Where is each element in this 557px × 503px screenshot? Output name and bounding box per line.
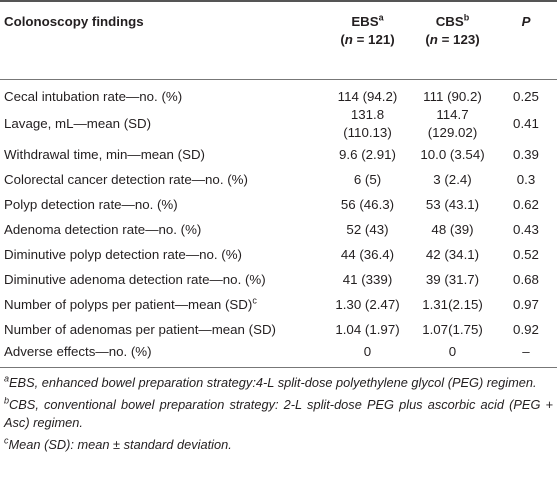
row-label: Diminutive polyp detection rate—no. (%) bbox=[4, 246, 242, 262]
row-label: Cecal intubation rate—no. (%) bbox=[4, 89, 183, 104]
row-label: Number of adenomas per patient—mean (SD) bbox=[4, 321, 276, 337]
row-label-cell: Cecal intubation rate—no. (%) bbox=[0, 80, 325, 107]
footnote: bCBS, conventional bowel preparation str… bbox=[4, 396, 553, 432]
table-row: Diminutive polyp detection rate—no. (%) 4… bbox=[0, 242, 557, 267]
header-cell: Colonoscopy findings bbox=[0, 1, 325, 80]
table-row: Number of polyps per patient—mean (SD)c 1… bbox=[0, 292, 557, 317]
table-row: Number of adenomas per patient—mean (SD)… bbox=[0, 317, 557, 342]
value-cell: 114.7 (129.02) bbox=[427, 107, 478, 140]
value-cell: 0.62 bbox=[513, 196, 539, 212]
table-row: Colorectal cancer detection rate—no. (%)… bbox=[0, 167, 557, 192]
value-cell: 48 (39) bbox=[431, 221, 474, 237]
value-cell: 0.92 bbox=[513, 321, 539, 337]
group-name: CBS bbox=[435, 14, 464, 29]
row-label-cell: Colorectal cancer detection rate—no. (%) bbox=[0, 167, 325, 192]
findings-table: Colonoscopy findings EBSa (n = 121) CBSb (n … bbox=[0, 0, 557, 367]
value-cell: 0.25 bbox=[513, 89, 539, 104]
value-cell: 0.97 bbox=[513, 296, 539, 312]
row-label: Withdrawal time, min—mean (SD) bbox=[4, 146, 205, 162]
value-cell: 0.43 bbox=[513, 221, 539, 237]
p-label: P bbox=[521, 14, 531, 29]
group-sup: a bbox=[378, 12, 384, 23]
value-cell: 131.8 (110.13) bbox=[343, 107, 392, 140]
row-label-cell: Lavage, mL—mean (SD) bbox=[0, 106, 325, 142]
footnote-mark: c bbox=[4, 435, 9, 446]
table-row: Adverse effects—no. (%) 0 0 – bbox=[0, 342, 557, 367]
group-n: ( bbox=[340, 32, 345, 47]
value-cell: 1.31(2.15) bbox=[422, 296, 483, 312]
footnote: cMean (SD): mean ± standard deviation. bbox=[4, 436, 553, 454]
group-n: ( bbox=[425, 32, 430, 47]
footnote-mark: a bbox=[4, 373, 10, 384]
row-label: Lavage, mL—mean (SD) bbox=[4, 116, 152, 131]
footnote-mark: b bbox=[4, 395, 10, 406]
row-label: Polyp detection rate—no. (%) bbox=[4, 196, 178, 212]
value-cell: 0.39 bbox=[513, 146, 539, 162]
group-n: = 121) bbox=[352, 32, 395, 47]
value-cell: 41 (339) bbox=[342, 271, 393, 287]
row-label-cell: Adverse effects—no. (%) bbox=[0, 342, 325, 367]
footnote-text: CBS, conventional bowel preparation stra… bbox=[4, 396, 553, 430]
header-cell: CBSb (n = 123) bbox=[410, 1, 495, 80]
value-cell: 0.3 bbox=[516, 171, 536, 187]
table-row: Adenoma detection rate—no. (%) 52 (43) 48 … bbox=[0, 217, 557, 242]
row-label: Adverse effects—no. (%) bbox=[4, 344, 152, 360]
footnote: aEBS, enhanced bowel preparation strateg… bbox=[4, 374, 553, 392]
row-label-cell: Number of polyps per patient—mean (SD)c bbox=[0, 292, 325, 317]
value-cell: 3 (2.4) bbox=[433, 171, 472, 187]
value-cell: 0.68 bbox=[513, 271, 539, 287]
row-label-cell: Withdrawal time, min—mean (SD) bbox=[0, 142, 325, 167]
header-cell: P bbox=[495, 1, 557, 80]
row-label-cell: Diminutive adenoma detection rate—no. (%… bbox=[0, 267, 325, 292]
value-cell: 0.52 bbox=[513, 246, 539, 262]
group-n: n bbox=[429, 32, 438, 47]
value-cell: 0 bbox=[363, 344, 372, 360]
row-label-cell: Number of adenomas per patient—mean (SD) bbox=[0, 317, 325, 342]
value-cell: 0.41 bbox=[513, 116, 539, 131]
value-cell: 1.04 (1.97) bbox=[335, 321, 400, 337]
footnote-text: Mean (SD): mean ± standard deviation. bbox=[8, 436, 232, 452]
value-cell: 9.6 (2.91) bbox=[339, 146, 396, 162]
row-label: Adenoma detection rate—no. (%) bbox=[4, 221, 202, 237]
group-sup: b bbox=[463, 12, 470, 23]
value-cell: – bbox=[522, 344, 530, 360]
footnote-text: EBS, enhanced bowel preparation strategy… bbox=[9, 374, 537, 390]
row-label: Number of polyps per patient—mean (SD) bbox=[4, 296, 253, 312]
value-cell: 39 (31.7) bbox=[425, 271, 480, 287]
group-name: EBS bbox=[351, 14, 379, 29]
value-cell: 56 (46.3) bbox=[340, 196, 395, 212]
group-n: n bbox=[344, 32, 353, 47]
value-cell: 1.07(1.75) bbox=[422, 321, 483, 337]
row-label-cell: Adenoma detection rate—no. (%) bbox=[0, 217, 325, 242]
value-cell: 53 (43.1) bbox=[425, 196, 480, 212]
value-cell: 6 (5) bbox=[353, 171, 382, 187]
table-row: Lavage, mL—mean (SD) 131.8 (110.13) 114.7 … bbox=[0, 106, 557, 142]
value-cell: 10.0 (3.54) bbox=[420, 146, 485, 162]
header-row: Colonoscopy findings EBSa (n = 121) CBSb (n … bbox=[0, 1, 557, 80]
group-n: = 123) bbox=[437, 32, 480, 47]
header-label: Colonoscopy findings bbox=[4, 14, 144, 29]
header-cell: EBSa (n = 121) bbox=[325, 1, 410, 80]
value-cell: 111 (90.2) bbox=[423, 89, 482, 104]
row-label: Colorectal cancer detection rate—no. (%) bbox=[4, 171, 248, 187]
value-cell: 1.30 (2.47) bbox=[335, 296, 400, 312]
value-cell: 42 (34.1) bbox=[425, 246, 480, 262]
row-label-cell: Diminutive polyp detection rate—no. (%) bbox=[0, 242, 325, 267]
table-row: Cecal intubation rate—no. (%) 114 (94.2) 1… bbox=[0, 80, 557, 107]
footnotes: aEBS, enhanced bowel preparation strateg… bbox=[0, 368, 557, 454]
value-cell: 114 (94.2) bbox=[337, 89, 398, 104]
row-sup: c bbox=[252, 295, 257, 306]
value-cell: 44 (36.4) bbox=[340, 246, 395, 262]
table-body: Cecal intubation rate—no. (%) 114 (94.2) 1… bbox=[0, 80, 557, 367]
table-row: Polyp detection rate—no. (%) 56 (46.3) 53 … bbox=[0, 192, 557, 217]
table-row: Diminutive adenoma detection rate—no. (%… bbox=[0, 267, 557, 292]
table-row: Withdrawal time, min—mean (SD) 9.6 (2.91)… bbox=[0, 142, 557, 167]
value-cell: 52 (43) bbox=[346, 221, 389, 237]
row-label-cell: Polyp detection rate—no. (%) bbox=[0, 192, 325, 217]
row-label: Diminutive adenoma detection rate—no. (%… bbox=[4, 271, 266, 287]
value-cell: 0 bbox=[448, 344, 457, 360]
